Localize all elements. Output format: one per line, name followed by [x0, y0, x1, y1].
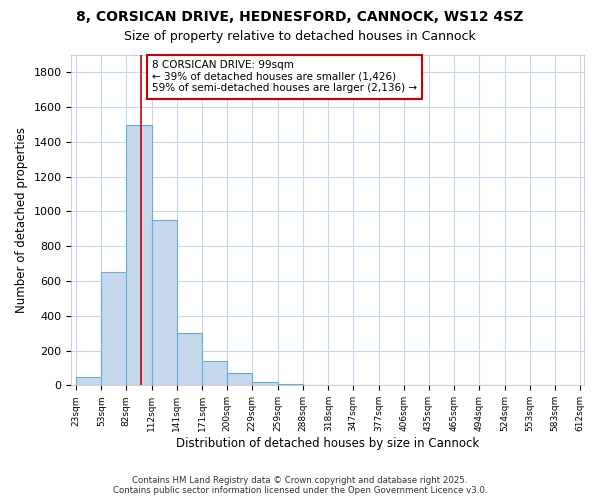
Bar	[202, 361, 227, 386]
Bar	[278, 384, 302, 386]
Bar	[76, 376, 101, 386]
Bar	[152, 220, 177, 386]
Bar	[227, 373, 252, 386]
Text: 8 CORSICAN DRIVE: 99sqm
← 39% of detached houses are smaller (1,426)
59% of semi: 8 CORSICAN DRIVE: 99sqm ← 39% of detache…	[152, 60, 417, 94]
X-axis label: Distribution of detached houses by size in Cannock: Distribution of detached houses by size …	[176, 437, 479, 450]
Bar	[177, 333, 202, 386]
Y-axis label: Number of detached properties: Number of detached properties	[15, 127, 28, 313]
Text: 8, CORSICAN DRIVE, HEDNESFORD, CANNOCK, WS12 4SZ: 8, CORSICAN DRIVE, HEDNESFORD, CANNOCK, …	[76, 10, 524, 24]
Text: Contains HM Land Registry data © Crown copyright and database right 2025.
Contai: Contains HM Land Registry data © Crown c…	[113, 476, 487, 495]
Bar	[101, 272, 126, 386]
Bar	[252, 382, 278, 386]
Bar	[126, 124, 152, 386]
Text: Size of property relative to detached houses in Cannock: Size of property relative to detached ho…	[124, 30, 476, 43]
